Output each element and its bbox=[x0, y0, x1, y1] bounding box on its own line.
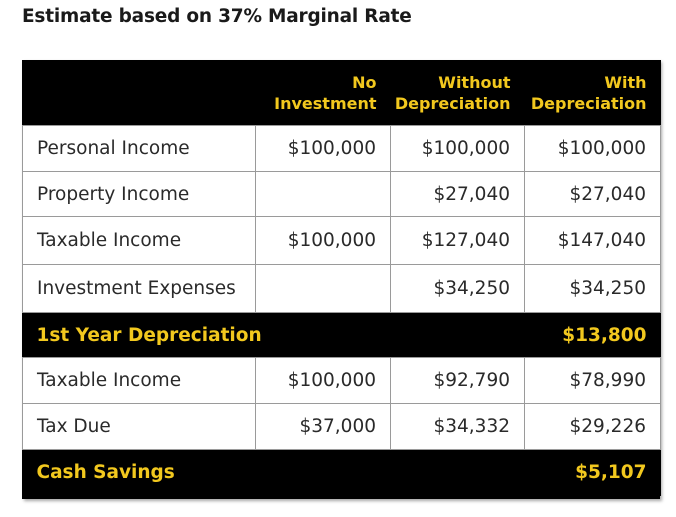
table-row-tax-due: Tax Due $37,000 $34,332 $29,226 bbox=[22, 403, 661, 450]
header-with-depreciation: With Depreciation bbox=[524, 60, 661, 126]
estimate-table-frame: No Investment Without Depreciation With … bbox=[22, 60, 661, 499]
cell-without-depreciation: $27,040 bbox=[390, 171, 525, 217]
depreciation-value: $13,800 bbox=[524, 312, 661, 358]
page-title: Estimate based on 37% Marginal Rate bbox=[22, 6, 412, 27]
row-label: Personal Income bbox=[22, 125, 256, 172]
header-label-column bbox=[22, 60, 256, 126]
row-label: Investment Expenses bbox=[22, 264, 256, 313]
table-row-depreciation: 1st Year Depreciation $13,800 bbox=[22, 312, 661, 358]
cell-without-depreciation: $127,040 bbox=[390, 216, 525, 265]
row-label: Property Income bbox=[22, 171, 256, 217]
depreciation-label: 1st Year Depreciation bbox=[22, 312, 525, 358]
cell-no-investment bbox=[255, 171, 391, 217]
cell-no-investment bbox=[255, 264, 391, 313]
cell-no-investment: $37,000 bbox=[255, 403, 391, 450]
cell-with-depreciation: $100,000 bbox=[524, 125, 661, 172]
cell-with-depreciation: $27,040 bbox=[524, 171, 661, 217]
table-row-property-income: Property Income $27,040 $27,040 bbox=[22, 171, 661, 217]
cell-with-depreciation: $34,250 bbox=[524, 264, 661, 313]
cell-without-depreciation: $34,250 bbox=[390, 264, 525, 313]
table-row-cash-savings: Cash Savings $5,107 bbox=[22, 449, 661, 496]
cell-without-depreciation: $92,790 bbox=[390, 357, 525, 404]
row-label: Taxable Income bbox=[22, 216, 256, 265]
cash-savings-label: Cash Savings bbox=[22, 449, 525, 496]
table-row-taxable-income-after: Taxable Income $100,000 $92,790 $78,990 bbox=[22, 357, 661, 404]
cell-with-depreciation: $147,040 bbox=[524, 216, 661, 265]
cell-no-investment: $100,000 bbox=[255, 357, 391, 404]
cell-no-investment: $100,000 bbox=[255, 216, 391, 265]
table-row-personal-income: Personal Income $100,000 $100,000 $100,0… bbox=[22, 125, 661, 172]
header-without-depreciation: Without Depreciation bbox=[390, 60, 525, 126]
cell-no-investment: $100,000 bbox=[255, 125, 391, 172]
cell-with-depreciation: $29,226 bbox=[524, 403, 661, 450]
cell-without-depreciation: $100,000 bbox=[390, 125, 525, 172]
row-label: Taxable Income bbox=[22, 357, 256, 404]
cell-with-depreciation: $78,990 bbox=[524, 357, 661, 404]
table-row-taxable-income: Taxable Income $100,000 $127,040 $147,04… bbox=[22, 216, 661, 265]
table-row-investment-expenses: Investment Expenses $34,250 $34,250 bbox=[22, 264, 661, 313]
table-header-row: No Investment Without Depreciation With … bbox=[22, 60, 661, 126]
cell-without-depreciation: $34,332 bbox=[390, 403, 525, 450]
header-no-investment: No Investment bbox=[255, 60, 391, 126]
cash-savings-value: $5,107 bbox=[524, 449, 661, 496]
estimate-table: No Investment Without Depreciation With … bbox=[22, 60, 661, 496]
row-label: Tax Due bbox=[22, 403, 256, 450]
